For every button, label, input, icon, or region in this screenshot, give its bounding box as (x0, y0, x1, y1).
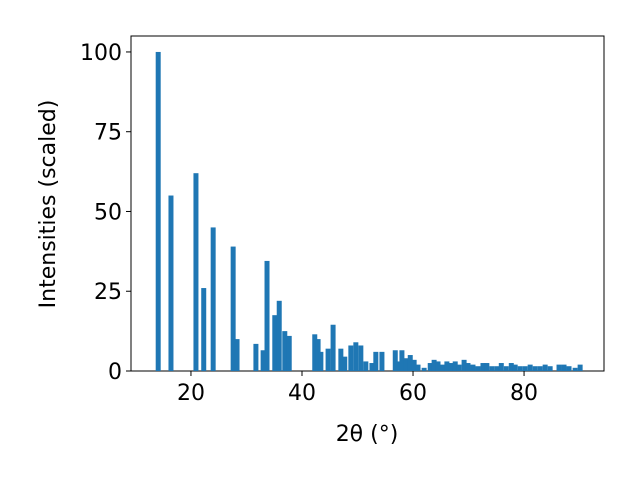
bar (556, 364, 562, 371)
x-tick-label: 80 (510, 381, 538, 406)
bar (480, 363, 486, 371)
bar (444, 361, 450, 371)
bar (234, 339, 240, 371)
bar (542, 364, 548, 371)
bar (363, 361, 369, 371)
bar (358, 345, 364, 371)
bar (201, 288, 207, 371)
bar (315, 339, 321, 371)
bar (427, 363, 433, 371)
bar (517, 366, 523, 371)
bar (448, 363, 454, 371)
x-tick-label: 40 (288, 381, 316, 406)
bar (503, 366, 509, 371)
bar (260, 350, 266, 371)
y-axis-label: Intensities (scaled) (36, 100, 61, 309)
bar (276, 300, 282, 371)
bar (330, 324, 336, 371)
bar (532, 366, 538, 371)
y-tick-label: 100 (80, 41, 122, 66)
bar (318, 351, 324, 371)
bar (379, 351, 385, 371)
bar (465, 363, 471, 371)
bar (527, 364, 533, 371)
bar (415, 364, 421, 371)
bar (512, 364, 518, 371)
y-tick-label: 25 (94, 280, 122, 305)
bar (312, 334, 318, 371)
bar (395, 361, 401, 371)
x-tick-label: 20 (177, 381, 205, 406)
bar (421, 367, 427, 371)
bar (456, 364, 462, 371)
bar (282, 331, 288, 371)
bar (392, 350, 398, 371)
bar (411, 359, 417, 371)
bar (348, 345, 354, 371)
bar (489, 366, 495, 371)
bar (399, 350, 405, 371)
bar (286, 335, 292, 371)
y-tick-label: 75 (94, 121, 122, 146)
bar (338, 348, 344, 371)
bar (440, 364, 446, 371)
bar (407, 355, 413, 371)
bar (461, 359, 467, 371)
bar (431, 359, 437, 371)
bar (168, 195, 174, 371)
bar (253, 343, 259, 371)
bar (272, 315, 278, 371)
y-tick-label: 50 (94, 200, 122, 225)
bar (494, 366, 500, 371)
bar (403, 358, 409, 371)
bar (475, 366, 481, 371)
bar (508, 363, 514, 371)
bar (210, 227, 216, 371)
bar (572, 367, 578, 371)
bar (484, 363, 490, 371)
bar (522, 366, 528, 371)
bar (353, 342, 359, 371)
y-tick-label: 0 (108, 360, 122, 385)
x-tick-label: 60 (399, 381, 427, 406)
bar (369, 363, 375, 371)
bar (193, 173, 199, 371)
bar (547, 366, 553, 371)
x-axis-label: 2θ (°) (336, 422, 399, 447)
bar (498, 363, 504, 371)
bar (325, 348, 331, 371)
bar (561, 364, 567, 371)
bar (577, 364, 583, 371)
bar (537, 366, 543, 371)
bar (155, 51, 161, 371)
bar (435, 361, 441, 371)
bar (230, 246, 236, 371)
bar (373, 351, 379, 371)
bar (470, 364, 476, 371)
bar (566, 366, 572, 371)
bar (452, 361, 458, 371)
bar (342, 356, 348, 371)
bar (264, 260, 270, 371)
